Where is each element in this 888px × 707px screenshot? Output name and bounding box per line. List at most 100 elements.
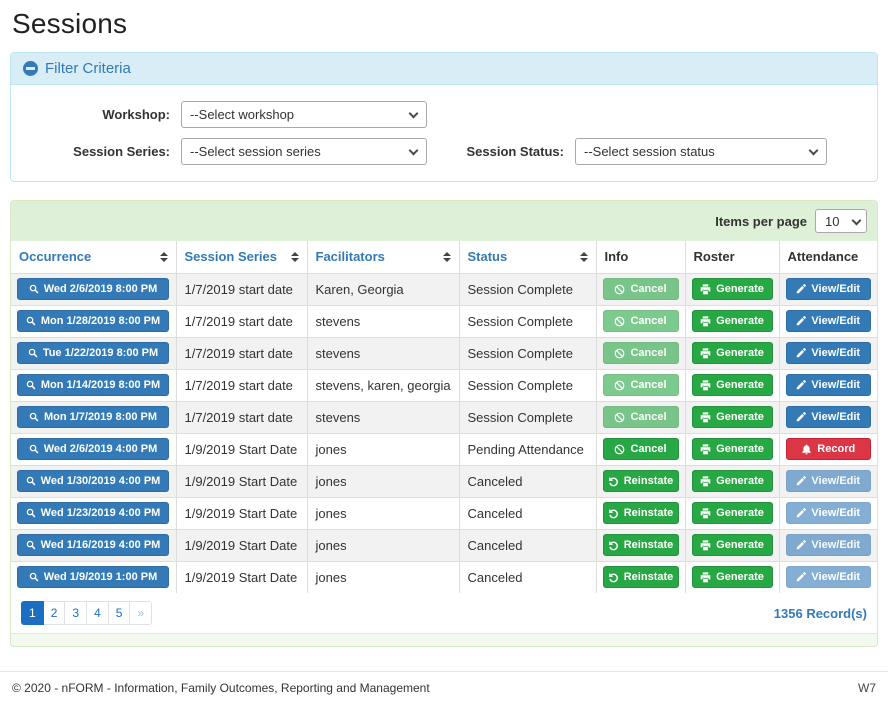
column-header-facilitators[interactable]: Facilitators bbox=[306, 240, 460, 274]
occurrence-button[interactable]: Wed 1/30/2019 4:00 PM bbox=[17, 470, 169, 492]
pagination-page-3[interactable]: 3 bbox=[64, 601, 88, 625]
pencil-icon bbox=[796, 316, 807, 326]
record-count: 1356 Record(s) bbox=[773, 605, 867, 621]
panel-footer-strip bbox=[11, 633, 877, 646]
status-cell: Canceled bbox=[458, 560, 597, 594]
reinstate-button[interactable]: Reinstate bbox=[602, 566, 679, 589]
printer-icon bbox=[700, 572, 711, 583]
generate-button[interactable]: Generate bbox=[691, 534, 773, 556]
workshop-select[interactable]: --Select workshop bbox=[181, 101, 427, 128]
view-edit-button[interactable]: View/Edit bbox=[785, 342, 871, 364]
info-cell: Cancel bbox=[595, 432, 686, 466]
search-icon bbox=[29, 572, 39, 582]
info-cell: Reinstate bbox=[595, 464, 686, 498]
column-header-occurrence[interactable]: Occurrence bbox=[10, 240, 177, 274]
occurrence-cell: Tue 1/22/2019 8:00 PM bbox=[10, 336, 177, 370]
printer-icon bbox=[700, 347, 711, 359]
pagination-page-1[interactable]: 1 bbox=[21, 601, 44, 625]
roster-cell: Generate bbox=[684, 432, 780, 466]
table-heading: Items per page 10 bbox=[11, 201, 877, 241]
reinstate-button[interactable]: Reinstate bbox=[602, 470, 679, 492]
reinstate-button[interactable]: Reinstate bbox=[602, 534, 679, 556]
session-series-cell: 1/9/2019 Start Date bbox=[175, 528, 308, 562]
attendance-cell: View/Edit bbox=[778, 528, 878, 562]
facilitators-cell: jones bbox=[306, 560, 460, 594]
session-row: Tue 1/22/2019 8:00 PM 1/7/2019 start date… bbox=[10, 336, 878, 370]
column-header-session-series[interactable]: Session Series bbox=[175, 240, 308, 274]
search-icon bbox=[29, 284, 39, 294]
occurrence-button[interactable]: Wed 1/23/2019 4:00 PM bbox=[17, 502, 169, 524]
sort-icon bbox=[437, 251, 451, 262]
occurrence-button[interactable]: Wed 1/9/2019 1:00 PM bbox=[17, 566, 169, 589]
session-status-select[interactable]: --Select session status bbox=[575, 138, 827, 165]
page-footer: © 2020 - nFORM - Information, Family Out… bbox=[0, 671, 888, 695]
occurrence-cell: Mon 1/28/2019 8:00 PM bbox=[10, 304, 177, 338]
info-cell: Reinstate bbox=[595, 560, 686, 594]
occurrence-cell: Wed 1/30/2019 4:00 PM bbox=[10, 464, 177, 498]
roster-cell: Generate bbox=[684, 528, 780, 562]
items-per-page-select[interactable]: 10 bbox=[815, 209, 867, 233]
search-icon bbox=[29, 412, 39, 422]
generate-button[interactable]: Generate bbox=[691, 374, 773, 396]
sessions-table-panel: Items per page 10 Occurrence Session Ser… bbox=[10, 200, 878, 647]
view-edit-button[interactable]: View/Edit bbox=[785, 406, 871, 428]
facilitators-cell: stevens bbox=[306, 336, 460, 370]
pagination-next[interactable]: » bbox=[129, 601, 153, 625]
table-footer-row: 1 2 3 4 5» 1356 Record(s) bbox=[11, 593, 877, 633]
pencil-icon bbox=[796, 284, 807, 294]
generate-button[interactable]: Generate bbox=[691, 342, 773, 364]
occurrence-button[interactable]: Wed 2/6/2019 8:00 PM bbox=[17, 278, 169, 300]
reinstate-button[interactable]: Reinstate bbox=[602, 502, 679, 524]
info-cell: Cancel bbox=[595, 272, 686, 306]
filter-criteria-header[interactable]: Filter Criteria bbox=[11, 53, 877, 85]
session-series-select[interactable]: --Select session series bbox=[181, 138, 427, 165]
session-row: Wed 1/30/2019 4:00 PM 1/9/2019 Start Date… bbox=[10, 464, 878, 498]
view-edit-button: View/Edit bbox=[785, 470, 871, 492]
facilitators-cell: Karen, Georgia bbox=[306, 272, 460, 306]
record-button[interactable]: Record bbox=[785, 438, 871, 460]
generate-button[interactable]: Generate bbox=[691, 278, 773, 300]
roster-cell: Generate bbox=[684, 560, 780, 594]
generate-button[interactable]: Generate bbox=[691, 502, 773, 524]
facilitators-cell: stevens, karen, georgia bbox=[306, 368, 460, 402]
attendance-cell: View/Edit bbox=[778, 304, 878, 338]
session-series-cell: 1/9/2019 Start Date bbox=[175, 496, 308, 530]
workshop-label: Workshop: bbox=[102, 107, 170, 122]
printer-icon bbox=[700, 507, 711, 519]
filter-criteria-title: Filter Criteria bbox=[45, 60, 131, 77]
pagination-page-4[interactable]: 4 bbox=[86, 601, 109, 625]
session-series-cell: 1/9/2019 Start Date bbox=[175, 560, 308, 594]
view-edit-button[interactable]: View/Edit bbox=[785, 374, 871, 396]
pagination-page-5[interactable]: 5 bbox=[107, 601, 131, 625]
pagination-page-2[interactable]: 2 bbox=[42, 601, 66, 625]
undo-icon bbox=[608, 476, 619, 487]
session-series-cell: 1/7/2019 start date bbox=[175, 400, 308, 434]
roster-cell: Generate bbox=[684, 400, 780, 434]
info-cell: Cancel bbox=[595, 336, 686, 370]
occurrence-button[interactable]: Mon 1/14/2019 8:00 PM bbox=[17, 374, 169, 396]
generate-button[interactable]: Generate bbox=[691, 470, 773, 492]
printer-icon bbox=[700, 475, 711, 487]
cancel-button[interactable]: Cancel bbox=[602, 438, 679, 460]
facilitators-cell: jones bbox=[306, 432, 460, 466]
occurrence-button[interactable]: Mon 1/7/2019 8:00 PM bbox=[17, 406, 169, 428]
facilitators-cell: stevens bbox=[306, 304, 460, 338]
generate-button[interactable]: Generate bbox=[691, 310, 773, 332]
generate-button[interactable]: Generate bbox=[691, 406, 773, 428]
table-header-row: Occurrence Session Series Facilitators S… bbox=[10, 240, 878, 274]
column-header-status[interactable]: Status bbox=[458, 240, 597, 274]
session-row: Mon 1/28/2019 8:00 PM 1/7/2019 start date… bbox=[10, 304, 878, 338]
occurrence-button[interactable]: Mon 1/28/2019 8:00 PM bbox=[17, 310, 169, 332]
view-edit-button[interactable]: View/Edit bbox=[785, 278, 871, 300]
occurrence-button[interactable]: Wed 2/6/2019 4:00 PM bbox=[17, 438, 169, 460]
session-series-cell: 1/9/2019 Start Date bbox=[175, 432, 308, 466]
view-edit-button[interactable]: View/Edit bbox=[785, 310, 871, 332]
generate-button[interactable]: Generate bbox=[691, 566, 773, 589]
occurrence-button[interactable]: Wed 1/16/2019 4:00 PM bbox=[17, 534, 169, 556]
roster-cell: Generate bbox=[684, 368, 780, 402]
attendance-cell: View/Edit bbox=[778, 336, 878, 370]
search-icon bbox=[29, 444, 39, 454]
occurrence-button[interactable]: Tue 1/22/2019 8:00 PM bbox=[17, 342, 169, 364]
generate-button[interactable]: Generate bbox=[691, 438, 773, 460]
ban-icon bbox=[614, 348, 625, 359]
